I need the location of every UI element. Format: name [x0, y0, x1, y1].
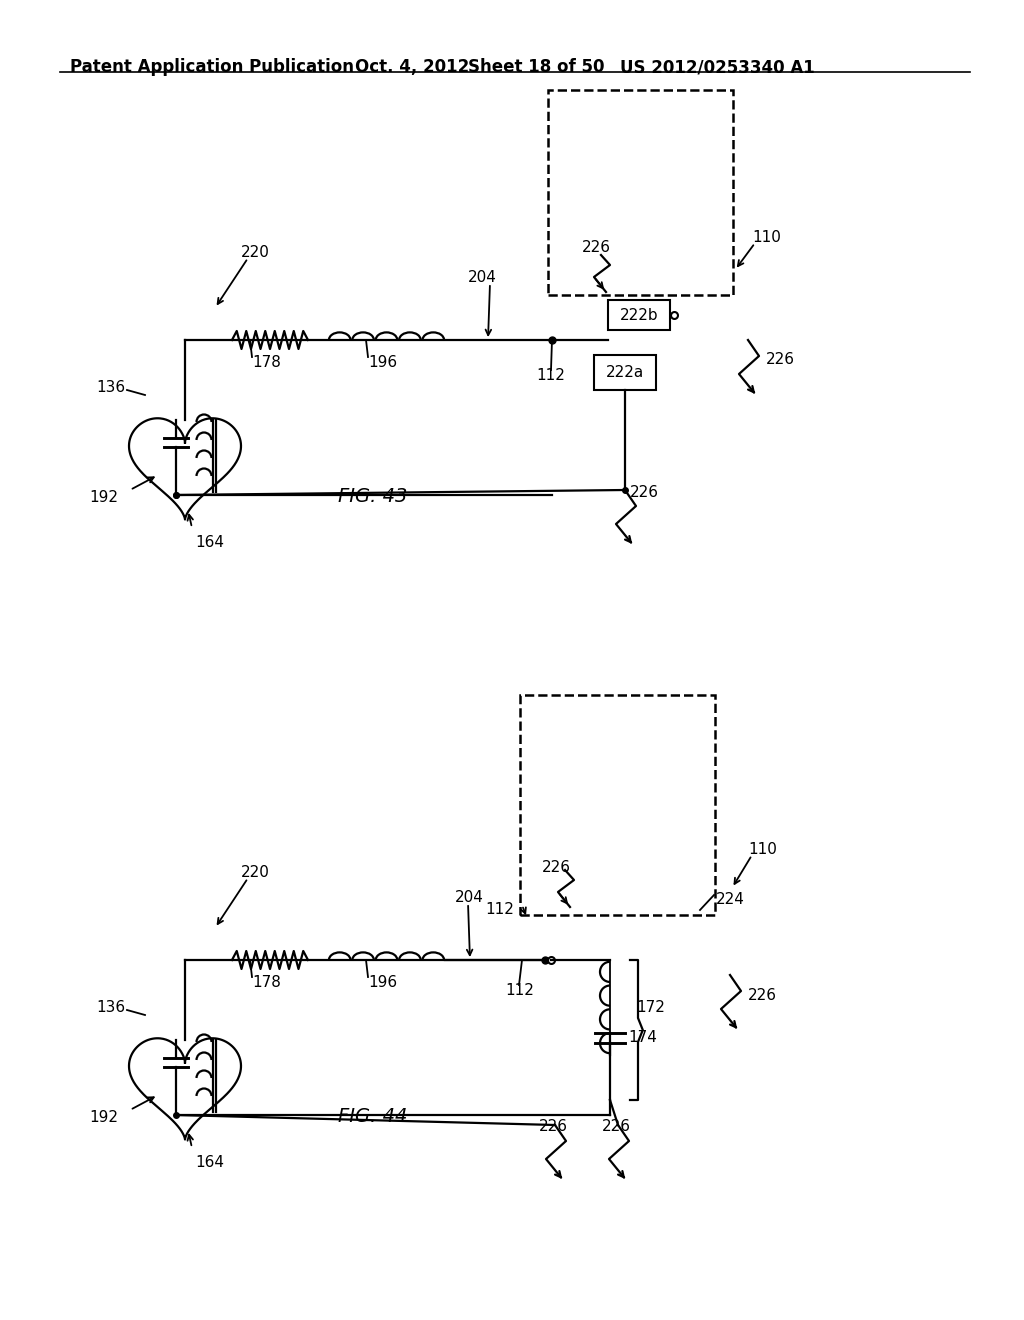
Text: 110: 110	[752, 230, 781, 246]
Text: Patent Application Publication: Patent Application Publication	[70, 58, 354, 77]
Text: 222a: 222a	[606, 366, 644, 380]
Text: 222b: 222b	[620, 308, 658, 322]
Text: Sheet 18 of 50: Sheet 18 of 50	[468, 58, 604, 77]
Text: 226: 226	[766, 352, 795, 367]
Text: 164: 164	[195, 535, 224, 550]
Text: 174: 174	[628, 1031, 656, 1045]
Text: 226: 226	[582, 240, 610, 255]
Text: 220: 220	[241, 246, 269, 260]
Text: 226: 226	[748, 987, 777, 1002]
Text: 136: 136	[96, 1001, 125, 1015]
Text: 178: 178	[252, 355, 281, 370]
Text: 110: 110	[748, 842, 777, 857]
Text: US 2012/0253340 A1: US 2012/0253340 A1	[620, 58, 815, 77]
Text: 172: 172	[636, 1001, 665, 1015]
Text: 164: 164	[195, 1155, 224, 1170]
Text: FIG. 44: FIG. 44	[338, 1107, 408, 1126]
Bar	[520, 696, 715, 915]
Text: 204: 204	[455, 890, 484, 906]
Text: 226: 226	[630, 484, 659, 500]
Text: 112: 112	[485, 902, 514, 917]
Text: 192: 192	[89, 491, 118, 506]
Bar	[608, 300, 670, 330]
Text: 204: 204	[468, 271, 497, 285]
Bar	[548, 90, 733, 294]
Text: Oct. 4, 2012: Oct. 4, 2012	[355, 58, 469, 77]
Text: FIG. 43: FIG. 43	[338, 487, 408, 507]
Text: 196: 196	[368, 355, 397, 370]
Text: 192: 192	[89, 1110, 118, 1126]
Text: 112: 112	[505, 983, 534, 998]
Text: 220: 220	[241, 865, 269, 880]
Text: 226: 226	[601, 1119, 631, 1134]
Bar	[594, 355, 656, 389]
Text: 196: 196	[368, 975, 397, 990]
Text: 178: 178	[252, 975, 281, 990]
Text: 224: 224	[716, 892, 744, 907]
Text: 226: 226	[542, 861, 570, 875]
Text: 112: 112	[536, 368, 565, 383]
Text: 226: 226	[539, 1119, 567, 1134]
Text: 136: 136	[96, 380, 125, 396]
